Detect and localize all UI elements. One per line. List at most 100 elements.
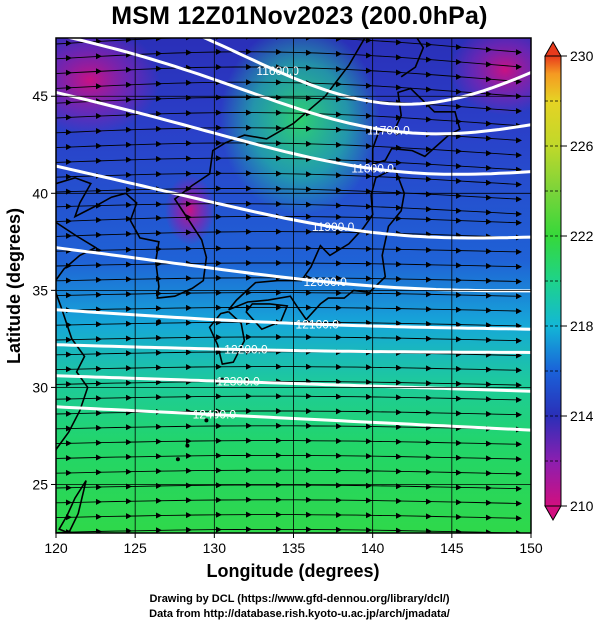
wind-arrow (216, 467, 222, 474)
contour-label: 11700.0 (367, 124, 410, 138)
wind-arrow (456, 277, 462, 284)
wind-arrow (156, 110, 162, 117)
wind-arrow (486, 529, 492, 533)
streamline (56, 142, 517, 156)
streamline (56, 292, 517, 297)
wind-arrow (486, 218, 492, 225)
colorbar-tick-label: 230 (570, 48, 594, 64)
wind-arrow (96, 217, 102, 223)
wind-arrow (96, 53, 102, 60)
streamline (56, 157, 517, 171)
wind-arrow (306, 408, 312, 415)
wind-arrow (426, 247, 432, 253)
island (175, 457, 180, 462)
wind-arrow (426, 206, 432, 213)
wind-arrow (396, 394, 402, 401)
wind-arrow (96, 439, 102, 446)
wind-arrow (96, 498, 102, 505)
wind-arrow (486, 248, 492, 255)
wind-arrow (156, 230, 162, 237)
wind-arrow (156, 364, 162, 371)
wind-arrow (486, 337, 492, 343)
wind-arrow (216, 64, 222, 71)
wind-arrow (246, 452, 252, 459)
wind-arrow (426, 161, 432, 168)
wind-arrow (276, 109, 282, 116)
wind-arrow (366, 128, 372, 134)
wind-arrow (246, 170, 252, 177)
wind-arrow (306, 245, 312, 252)
wind-arrow (426, 146, 432, 153)
wind-arrow (96, 231, 102, 238)
colorbar-tick-label: 210 (570, 498, 594, 514)
wind-arrow (456, 44, 462, 51)
wind-arrow (306, 171, 312, 178)
wind-arrow (216, 260, 222, 267)
wind-arrow (186, 200, 192, 207)
wind-arrow (516, 152, 522, 159)
wind-arrow (486, 440, 492, 447)
wind-arrow (126, 350, 132, 357)
wind-arrow (336, 187, 342, 194)
wind-arrow (246, 228, 252, 235)
wind-arrow (486, 322, 492, 329)
wind-arrow (186, 155, 192, 162)
wind-arrow (156, 171, 162, 178)
wind-arrow (66, 158, 72, 165)
wind-arrow (486, 455, 492, 462)
wind-arrow (66, 232, 72, 239)
wind-arrow (96, 469, 102, 476)
wind-arrow (486, 396, 492, 403)
wind-arrow (486, 514, 492, 521)
wind-arrow (456, 178, 462, 184)
wind-arrow (306, 467, 312, 474)
island (156, 319, 161, 324)
wind-arrow (516, 367, 522, 374)
wind-arrow (336, 229, 342, 236)
wind-arrow (276, 482, 282, 488)
wind-arrow (426, 41, 432, 48)
wind-arrow (516, 456, 522, 463)
contour-label: 12000.0 (303, 275, 347, 289)
wind-arrow (456, 336, 462, 343)
wind-arrow (186, 438, 192, 445)
wind-arrow (126, 335, 132, 342)
wind-arrow (66, 99, 72, 106)
wind-arrow (456, 88, 462, 95)
wind-arrow (96, 513, 102, 520)
wind-arrow (276, 125, 282, 131)
wind-arrow (126, 365, 132, 372)
wind-arrow (66, 262, 72, 269)
streamline (56, 410, 517, 416)
wind-arrow (426, 409, 432, 416)
wind-arrow (216, 363, 222, 370)
wind-arrow (246, 185, 252, 192)
wind-arrow (96, 528, 102, 533)
streamline (56, 469, 517, 475)
wind-arrow (126, 261, 132, 268)
wind-arrow (426, 306, 432, 313)
wind-arrow (396, 320, 402, 327)
wind-arrow (456, 192, 462, 199)
wind-arrow (96, 68, 102, 75)
wind-arrow (426, 276, 432, 283)
wind-arrow (486, 120, 492, 127)
wind-arrow (246, 467, 252, 474)
wind-arrow (186, 140, 192, 147)
wind-arrow (156, 50, 162, 57)
wind-arrow (216, 124, 222, 131)
wind-arrow (96, 128, 102, 134)
streamline (56, 262, 517, 268)
wind-arrow (396, 159, 402, 166)
wind-arrow (276, 140, 282, 147)
wind-arrow (516, 352, 522, 359)
streamline (56, 366, 517, 371)
wind-arrow (96, 410, 102, 417)
map-title: MSM 12Z01Nov2023 (200.0hPa) (111, 2, 488, 30)
wind-arrow (366, 438, 372, 445)
wind-arrow (186, 334, 192, 341)
wind-arrow (276, 437, 282, 444)
streamline (56, 231, 517, 238)
wind-arrow (366, 393, 372, 400)
wind-arrow (66, 425, 72, 432)
